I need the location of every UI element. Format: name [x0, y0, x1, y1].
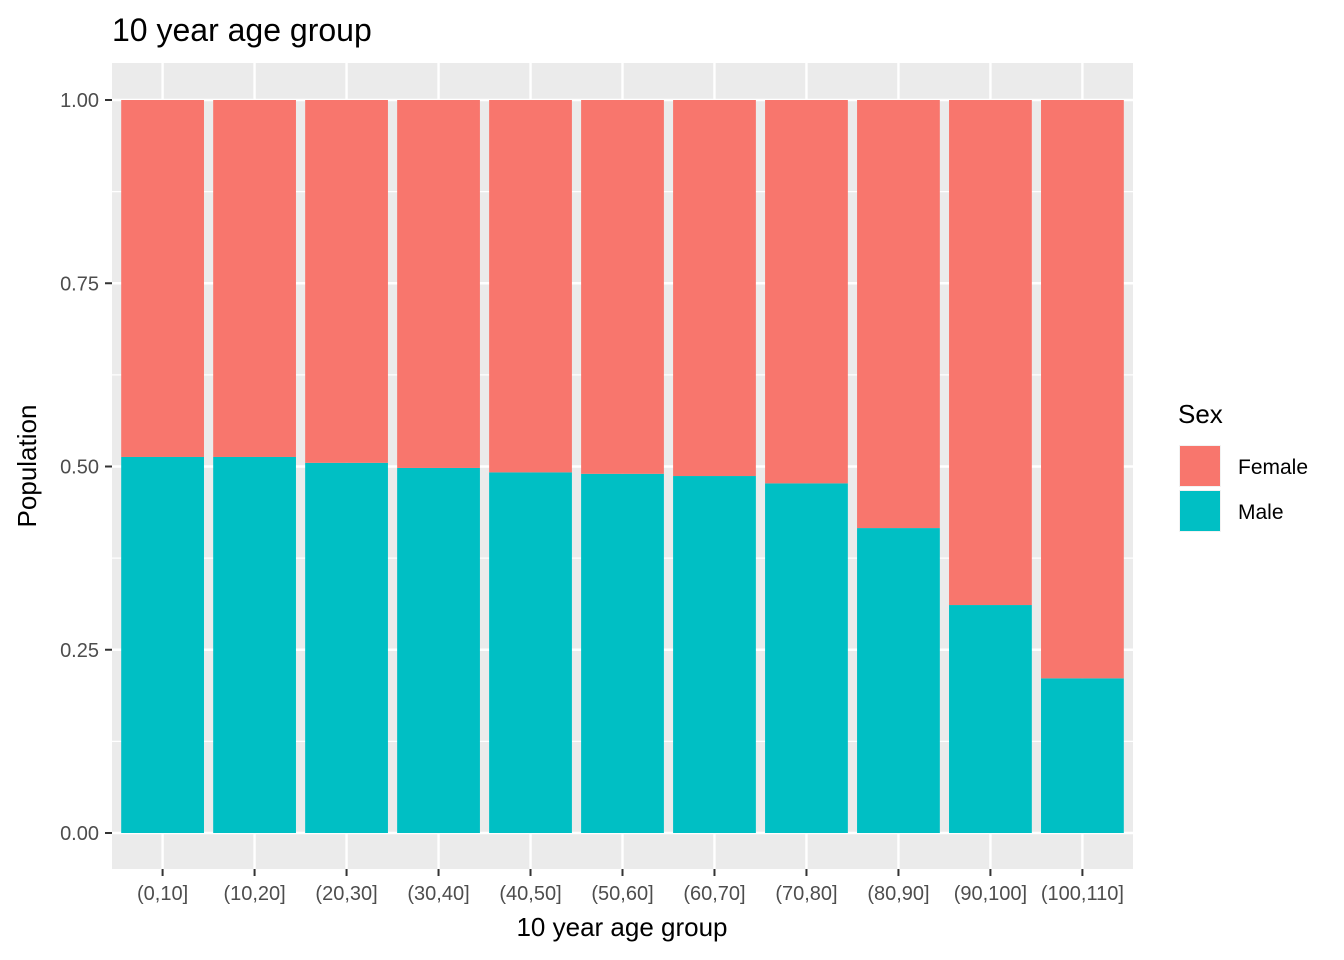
- x-tick-label: (10,20]: [223, 883, 285, 905]
- bar-female: [489, 100, 572, 473]
- bar-female: [581, 100, 664, 474]
- bar-female: [1041, 100, 1124, 679]
- x-tick-label: (0,10]: [137, 883, 188, 905]
- y-tick-label: 0.75: [60, 273, 99, 295]
- y-tick-label: 0.50: [60, 457, 99, 479]
- y-axis: 0.00 0.25 0.50 0.75 1.00: [60, 90, 112, 845]
- x-axis: (0,10] (10,20] (20,30] (30,40] (40,50] (50,60…: [137, 869, 1124, 905]
- x-tick-label: (30,40]: [407, 883, 469, 905]
- y-tick-label: 1.00: [60, 90, 99, 112]
- x-tick-label: (50,60]: [591, 883, 653, 905]
- bar-female: [305, 100, 388, 463]
- bar-female: [857, 100, 940, 529]
- bar-female: [673, 100, 756, 477]
- bar-male: [121, 456, 204, 833]
- legend-swatch-male: [1180, 491, 1220, 531]
- bar-male: [305, 462, 388, 833]
- bar-male: [1041, 678, 1124, 833]
- bar-male: [765, 483, 848, 833]
- bar-male: [213, 456, 296, 833]
- bar-male: [949, 605, 1032, 833]
- legend: Sex Female Male: [1178, 399, 1308, 532]
- bar-male: [581, 473, 664, 833]
- bar-female: [213, 100, 296, 457]
- chart-title: 10 year age group: [112, 12, 372, 48]
- x-tick-label: (70,80]: [775, 883, 837, 905]
- legend-title: Sex: [1178, 399, 1223, 429]
- legend-label: Female: [1238, 456, 1308, 479]
- y-axis-title: Population: [12, 405, 42, 528]
- bar-male: [673, 476, 756, 833]
- legend-label: Male: [1238, 501, 1284, 524]
- bar-male: [397, 467, 480, 833]
- bar-female: [949, 100, 1032, 606]
- bars-group: [121, 100, 1124, 833]
- x-tick-label: (90,100]: [954, 883, 1027, 905]
- x-tick-label: (60,70]: [683, 883, 745, 905]
- x-tick-label: (100,110]: [1041, 883, 1124, 905]
- bar-female: [397, 100, 480, 468]
- bar-female: [121, 100, 204, 457]
- legend-swatch-female: [1180, 446, 1220, 486]
- y-tick-label: 0.25: [60, 640, 99, 662]
- bar-male: [489, 472, 572, 833]
- bar-male: [857, 528, 940, 833]
- x-tick-label: (20,30]: [315, 883, 377, 905]
- x-tick-label: (40,50]: [499, 883, 561, 905]
- y-tick-label: 0.00: [60, 823, 99, 845]
- x-axis-title: 10 year age group: [516, 912, 727, 942]
- x-tick-label: (80,90]: [867, 883, 929, 905]
- bar-female: [765, 100, 848, 484]
